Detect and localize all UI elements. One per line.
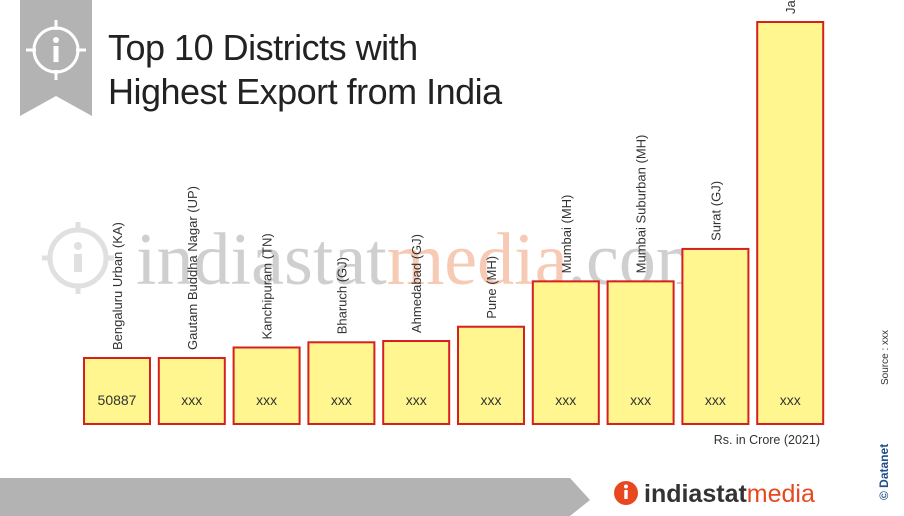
category-label: Surat (GJ) bbox=[708, 181, 723, 241]
category-labels: Bengaluru Urban (KA) Gautam Buddha Nagar … bbox=[110, 0, 798, 350]
credit-text: © Datanet bbox=[877, 444, 891, 500]
category-label: Ahmedabad (GJ) bbox=[409, 234, 424, 333]
footer-info-icon bbox=[614, 481, 638, 505]
bar bbox=[307, 341, 376, 425]
bar-value-label: xxx bbox=[181, 392, 202, 408]
bar-value-label: xxx bbox=[630, 392, 651, 408]
bar-value-label: 50887 bbox=[98, 392, 137, 408]
bar bbox=[83, 357, 151, 425]
bar bbox=[157, 357, 226, 425]
footer-brand: indiastatmedia bbox=[644, 480, 815, 508]
category-label: Gautam Buddha Nagar (UP) bbox=[185, 186, 200, 350]
category-label: Pune (MH) bbox=[484, 256, 499, 319]
bar bbox=[232, 346, 301, 425]
bar-value-label: xxx bbox=[256, 392, 277, 408]
bar bbox=[531, 280, 600, 425]
watermark-info-icon bbox=[42, 222, 114, 294]
bar-value-label: xxx bbox=[331, 392, 352, 408]
bar bbox=[756, 21, 825, 425]
side-credit: © Datanet Source : xxx bbox=[877, 330, 891, 500]
bars-layer bbox=[83, 21, 825, 426]
bar-value-label: xxx bbox=[705, 392, 726, 408]
source-note: Source : xxx bbox=[880, 330, 891, 385]
category-label: Kanchipuram (TN) bbox=[260, 233, 275, 339]
category-label: Jamnagar (GJ) bbox=[783, 0, 798, 14]
category-label: Mumbai Suburban (MH) bbox=[634, 135, 649, 274]
bar bbox=[681, 247, 750, 425]
bar-value-label: xxx bbox=[481, 392, 502, 408]
value-labels: 50887 xxx xxx xxx xxx xxx xxx xxx xxx xxx bbox=[98, 392, 801, 408]
bar bbox=[382, 340, 451, 425]
info-icon bbox=[26, 20, 86, 80]
bar bbox=[606, 280, 675, 425]
category-label: Bengaluru Urban (KA) bbox=[110, 222, 125, 350]
bar-value-label: xxx bbox=[406, 392, 427, 408]
bar-value-label: xxx bbox=[780, 392, 801, 408]
title-line-2: Highest Export from India bbox=[108, 71, 502, 112]
bar-value-label: xxx bbox=[555, 392, 576, 408]
chart-title: Top 10 Districts with Highest Export fro… bbox=[108, 26, 502, 114]
title-line-1: Top 10 Districts with bbox=[108, 27, 418, 68]
footer-bar bbox=[0, 478, 590, 516]
bar bbox=[457, 325, 525, 426]
unit-note: Rs. in Crore (2021) bbox=[714, 433, 820, 447]
category-label: Bharuch (GJ) bbox=[334, 257, 349, 334]
category-label: Mumbai (MH) bbox=[559, 195, 574, 274]
